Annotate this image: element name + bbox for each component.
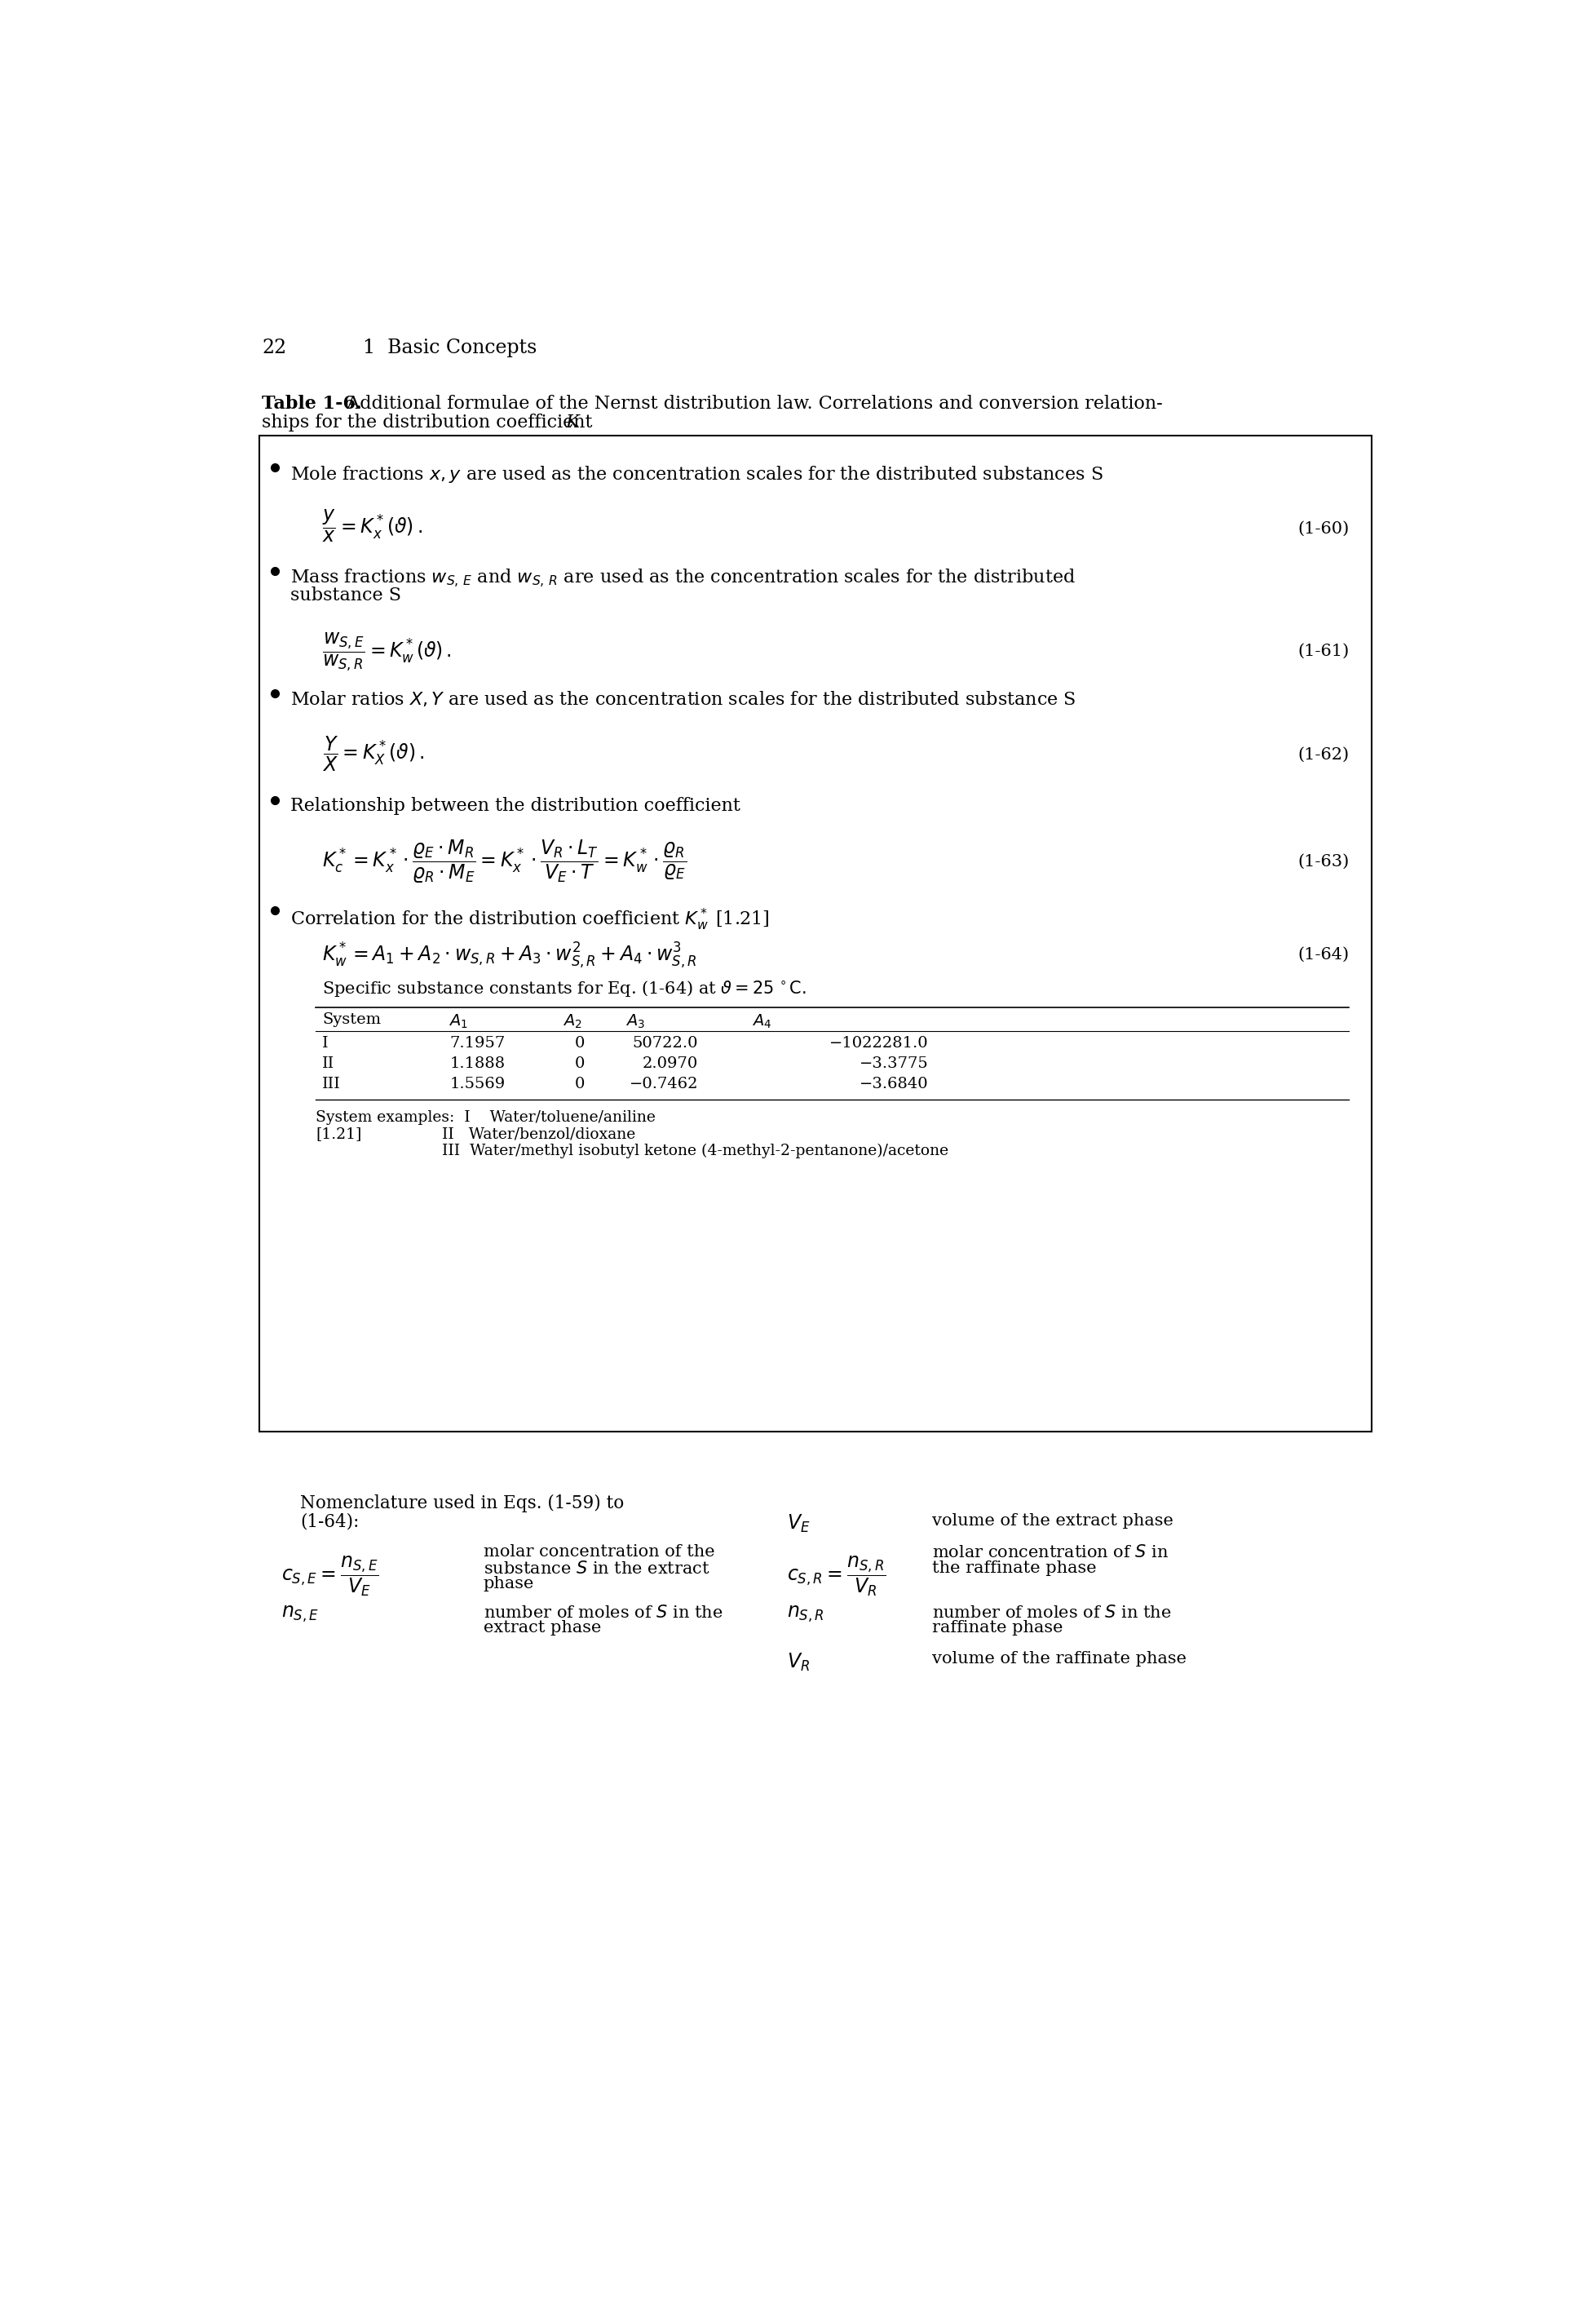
Text: II: II	[321, 1057, 334, 1071]
Text: volume of the raffinate phase: volume of the raffinate phase	[932, 1652, 1187, 1666]
Text: Correlation for the distribution coefficient $K_w^*$ [1.21]: Correlation for the distribution coeffic…	[291, 906, 770, 932]
Text: 0: 0	[574, 1037, 584, 1050]
Text: $K_c^* = K_x^* \cdot \dfrac{\varrho_E \cdot M_R}{\varrho_R \cdot M_E} = K_x^* \c: $K_c^* = K_x^* \cdot \dfrac{\varrho_E \c…	[321, 839, 687, 885]
Text: molar concentration of $S$ in: molar concentration of $S$ in	[932, 1545, 1169, 1562]
Text: Nomenclature used in Eqs. (1-59) to: Nomenclature used in Eqs. (1-59) to	[301, 1494, 624, 1513]
Text: the raffinate phase: the raffinate phase	[932, 1559, 1096, 1576]
Text: $\dfrac{y}{x} = K_x^*(\vartheta)\,.$: $\dfrac{y}{x} = K_x^*(\vartheta)\,.$	[321, 509, 422, 544]
Text: $c_{S,E} = \dfrac{n_{S,E}}{V_E}$: $c_{S,E} = \dfrac{n_{S,E}}{V_E}$	[282, 1555, 379, 1599]
Text: $A_4$: $A_4$	[753, 1013, 772, 1030]
Text: 22: 22	[263, 339, 286, 358]
Text: $\dfrac{w_{S,E}}{w_{S,R}} = K_w^*(\vartheta)\,.$: $\dfrac{w_{S,E}}{w_{S,R}} = K_w^*(\varth…	[321, 630, 452, 674]
Text: 50722.0: 50722.0	[633, 1037, 698, 1050]
Text: $A_1$: $A_1$	[449, 1013, 468, 1030]
Text: $\dfrac{Y}{X} = K_X^*(\vartheta)\,.$: $\dfrac{Y}{X} = K_X^*(\vartheta)\,.$	[321, 734, 425, 774]
Text: number of moles of $S$ in the: number of moles of $S$ in the	[484, 1604, 722, 1620]
Text: 7.1957: 7.1957	[450, 1037, 506, 1050]
Text: $A_3$: $A_3$	[625, 1013, 644, 1030]
Text: phase: phase	[484, 1576, 535, 1592]
Text: Relationship between the distribution coefficient: Relationship between the distribution co…	[291, 797, 740, 816]
Text: (1-64): (1-64)	[1298, 946, 1349, 962]
Text: molar concentration of the: molar concentration of the	[484, 1545, 714, 1559]
Text: Mass fractions $w_{S,\,E}$ and $w_{S,\,R}$ are used as the concentration scales : Mass fractions $w_{S,\,E}$ and $w_{S,\,R…	[291, 567, 1076, 590]
Text: Specific substance constants for Eq. (1-64) at $\vartheta = 25\,^\circ\mathrm{C}: Specific substance constants for Eq. (1-…	[321, 978, 807, 999]
Text: −3.3775: −3.3775	[859, 1057, 929, 1071]
Text: (1-63): (1-63)	[1298, 853, 1349, 869]
Text: (1-64):: (1-64):	[301, 1513, 360, 1532]
Text: III  Water/methyl isobutyl ketone (4-methyl-2-pentanone)/acetone: III Water/methyl isobutyl ketone (4-meth…	[442, 1143, 948, 1157]
Text: K: K	[565, 414, 579, 432]
Text: extract phase: extract phase	[484, 1620, 601, 1636]
Text: $V_R$: $V_R$	[786, 1652, 810, 1673]
Text: (1-62): (1-62)	[1298, 746, 1349, 762]
Text: raffinate phase: raffinate phase	[932, 1620, 1063, 1636]
Text: 0: 0	[574, 1076, 584, 1092]
Text: ships for the distribution coefficient: ships for the distribution coefficient	[263, 414, 598, 432]
Text: $c_{S,R} = \dfrac{n_{S,R}}{V_R}$: $c_{S,R} = \dfrac{n_{S,R}}{V_R}$	[786, 1555, 886, 1599]
Text: System examples:  I    Water/toluene/aniline: System examples: I Water/toluene/aniline	[315, 1111, 655, 1125]
Text: $n_{S,R}$: $n_{S,R}$	[786, 1604, 824, 1624]
Text: 1.1888: 1.1888	[450, 1057, 506, 1071]
Text: (1-61): (1-61)	[1298, 644, 1349, 658]
Text: Table 1-6.: Table 1-6.	[263, 395, 363, 414]
Text: 2.0970: 2.0970	[643, 1057, 698, 1071]
Bar	[259, 437, 1371, 1432]
Text: (1-60): (1-60)	[1298, 521, 1349, 537]
Text: .: .	[574, 414, 579, 432]
Text: $V_E$: $V_E$	[786, 1513, 810, 1534]
Text: Molar ratios $X, Y$ are used as the concentration scales for the distributed sub: Molar ratios $X, Y$ are used as the conc…	[291, 690, 1076, 709]
Text: −0.7462: −0.7462	[630, 1076, 698, 1092]
Text: volume of the extract phase: volume of the extract phase	[932, 1513, 1173, 1529]
Text: 1  Basic Concepts: 1 Basic Concepts	[363, 339, 538, 358]
Text: substance $S$ in the extract: substance $S$ in the extract	[484, 1559, 710, 1576]
Text: Additional formulae of the Nernst distribution law. Correlations and conversion : Additional formulae of the Nernst distri…	[336, 395, 1163, 414]
Text: III: III	[321, 1076, 340, 1092]
Text: System: System	[321, 1013, 380, 1027]
Text: Mole fractions $x, y$ are used as the concentration scales for the distributed s: Mole fractions $x, y$ are used as the co…	[291, 465, 1103, 486]
Text: [1.21]: [1.21]	[315, 1127, 361, 1141]
Text: −3.6840: −3.6840	[859, 1076, 929, 1092]
Text: substance S: substance S	[291, 586, 401, 604]
Text: $K_w^* = A_1 + A_2 \cdot w_{S,R} + A_3 \cdot w_{S,R}^2 + A_4 \cdot w_{S,R}^3$: $K_w^* = A_1 + A_2 \cdot w_{S,R} + A_3 \…	[321, 941, 697, 971]
Text: II   Water/benzol/dioxane: II Water/benzol/dioxane	[442, 1127, 636, 1141]
Text: I: I	[321, 1037, 328, 1050]
Text: −1022281.0: −1022281.0	[829, 1037, 929, 1050]
Text: 0: 0	[574, 1057, 584, 1071]
Text: 1.5569: 1.5569	[450, 1076, 506, 1092]
Text: $n_{S,E}$: $n_{S,E}$	[282, 1604, 318, 1624]
Text: number of moles of $S$ in the: number of moles of $S$ in the	[932, 1604, 1171, 1620]
Text: $A_2$: $A_2$	[562, 1013, 582, 1030]
